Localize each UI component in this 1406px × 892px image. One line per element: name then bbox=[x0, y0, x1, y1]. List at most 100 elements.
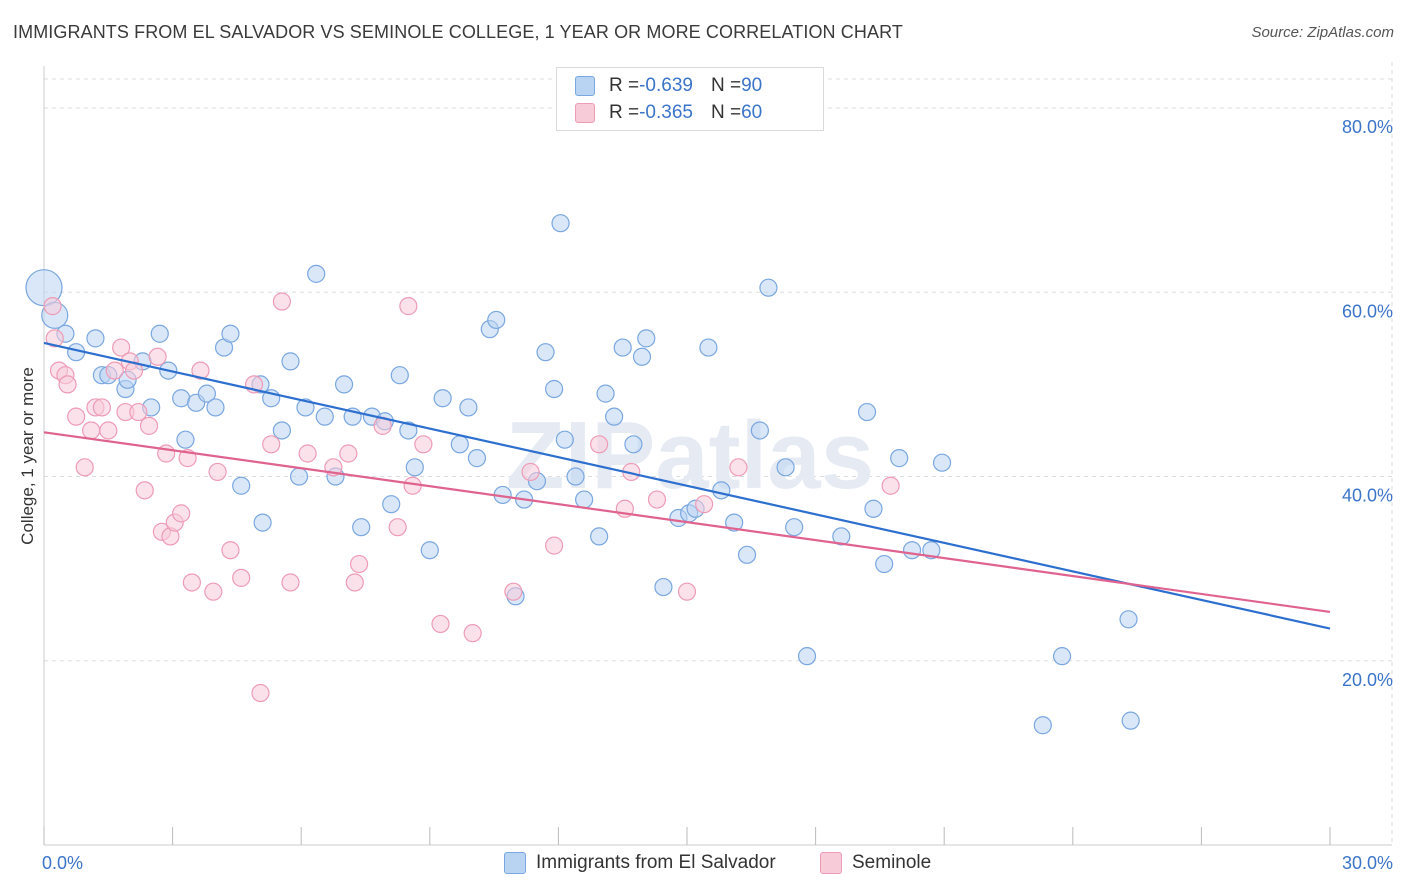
salvador-point bbox=[922, 541, 941, 560]
seminole-point bbox=[388, 518, 407, 537]
salvador-point bbox=[725, 513, 744, 532]
seminole-point bbox=[463, 624, 482, 643]
salvador-point bbox=[459, 398, 478, 417]
salvador-point bbox=[832, 527, 851, 546]
salvador-point bbox=[932, 453, 952, 472]
legend-row-salvador: R = -0.639 N = 90 bbox=[575, 74, 762, 98]
salvador-point bbox=[624, 435, 643, 454]
salvador-point bbox=[334, 375, 354, 394]
salvador-point bbox=[206, 398, 225, 417]
salvador-point bbox=[1033, 716, 1052, 735]
bottom-legend-label-seminole: Seminole bbox=[852, 852, 932, 873]
watermark: ZIPatlas bbox=[506, 402, 874, 509]
salvador-point bbox=[197, 384, 216, 403]
legend-r-label: R = bbox=[609, 75, 640, 96]
seminole-point bbox=[221, 541, 240, 560]
seminole-point bbox=[112, 338, 131, 357]
seminole-point bbox=[43, 297, 62, 316]
salvador-point bbox=[536, 343, 555, 362]
legend-n-label: N = bbox=[710, 102, 742, 123]
salvador-point bbox=[307, 264, 326, 283]
seminole-point bbox=[590, 435, 609, 454]
seminole-trend-line bbox=[43, 431, 1331, 614]
seminole-point bbox=[45, 329, 64, 348]
salvador-point bbox=[785, 518, 804, 537]
salvador-point bbox=[221, 324, 240, 343]
x-tick-label-min: 0.0% bbox=[42, 853, 83, 873]
salvador-point bbox=[296, 398, 315, 417]
salvador-point bbox=[86, 329, 105, 348]
salvador-point bbox=[902, 541, 922, 560]
salvador-point bbox=[890, 449, 909, 468]
salvador-point bbox=[405, 458, 424, 477]
salvador-point bbox=[596, 384, 615, 403]
seminole-point bbox=[729, 458, 748, 477]
seminole-point bbox=[298, 444, 317, 463]
seminole-point bbox=[251, 683, 270, 703]
seminole-point bbox=[262, 435, 281, 454]
salvador-point bbox=[737, 545, 757, 564]
salvador-point bbox=[399, 421, 418, 440]
salvador-point bbox=[590, 527, 609, 546]
seminole-point bbox=[349, 554, 369, 574]
legend-r-value: -0.639 bbox=[639, 75, 693, 96]
tick-labels: 20.0% 40.0% 60.0% 80.0% 0.0% 30.0% bbox=[42, 117, 1393, 873]
salvador-point bbox=[433, 389, 452, 408]
seminole-point bbox=[99, 421, 118, 440]
legend-swatch-seminole bbox=[575, 103, 595, 123]
seminole-point bbox=[58, 375, 77, 394]
x-tick-label-max: 30.0% bbox=[1342, 853, 1393, 873]
legend-n-label: N = bbox=[710, 75, 742, 96]
salvador-point bbox=[797, 647, 817, 666]
legend-r-label: R = bbox=[609, 102, 640, 123]
salvador-point bbox=[253, 513, 272, 532]
salvador-point bbox=[352, 518, 371, 537]
salvador-point bbox=[613, 338, 632, 357]
salvador-point bbox=[450, 435, 469, 454]
salvador-point bbox=[1052, 647, 1072, 666]
salvador-point bbox=[776, 458, 795, 477]
salvador-point bbox=[712, 481, 731, 500]
salvador-point bbox=[150, 324, 169, 343]
salvador-point bbox=[315, 407, 334, 426]
salvador-point bbox=[382, 495, 401, 514]
salvador-point bbox=[875, 554, 894, 574]
salvador-point bbox=[272, 421, 292, 440]
seminole-point bbox=[677, 582, 697, 601]
salvador-point bbox=[864, 499, 883, 518]
salvador-point bbox=[289, 467, 309, 486]
seminole-point bbox=[232, 568, 251, 587]
legend-n-value: 60 bbox=[741, 102, 763, 123]
legend-row-seminole: R = -0.365 N = 60 bbox=[575, 101, 762, 125]
seminole-point bbox=[695, 495, 714, 514]
y-tick-label: 40.0% bbox=[1342, 486, 1393, 506]
seminole-point bbox=[345, 573, 364, 592]
seminole-point bbox=[208, 462, 227, 482]
data-points bbox=[25, 214, 1140, 735]
salvador-point bbox=[632, 347, 652, 366]
seminole-point bbox=[545, 536, 564, 555]
legend-n-value: 90 bbox=[741, 75, 763, 96]
salvador-point bbox=[750, 421, 769, 440]
seminole-point bbox=[521, 462, 540, 482]
y-tick-label: 80.0% bbox=[1342, 117, 1393, 137]
seminole-point bbox=[135, 481, 154, 500]
seminole-point bbox=[647, 490, 667, 509]
y-tick-label: 60.0% bbox=[1342, 301, 1393, 321]
salvador-point bbox=[467, 449, 487, 468]
seminole-point bbox=[75, 458, 94, 477]
seminole-point bbox=[148, 347, 167, 366]
axes bbox=[43, 66, 1392, 846]
salvador-point bbox=[545, 379, 564, 399]
seminole-point bbox=[881, 476, 900, 495]
seminole-point bbox=[431, 614, 450, 634]
salvador-point bbox=[759, 278, 778, 297]
seminole-point bbox=[504, 582, 523, 601]
salvador-point bbox=[1121, 711, 1140, 730]
salvador-point bbox=[699, 338, 718, 357]
seminole-point bbox=[82, 421, 101, 440]
source-label: Source: ZipAtlas.com bbox=[1251, 24, 1394, 41]
salvador-point bbox=[172, 389, 191, 408]
salvador-point bbox=[857, 402, 877, 422]
